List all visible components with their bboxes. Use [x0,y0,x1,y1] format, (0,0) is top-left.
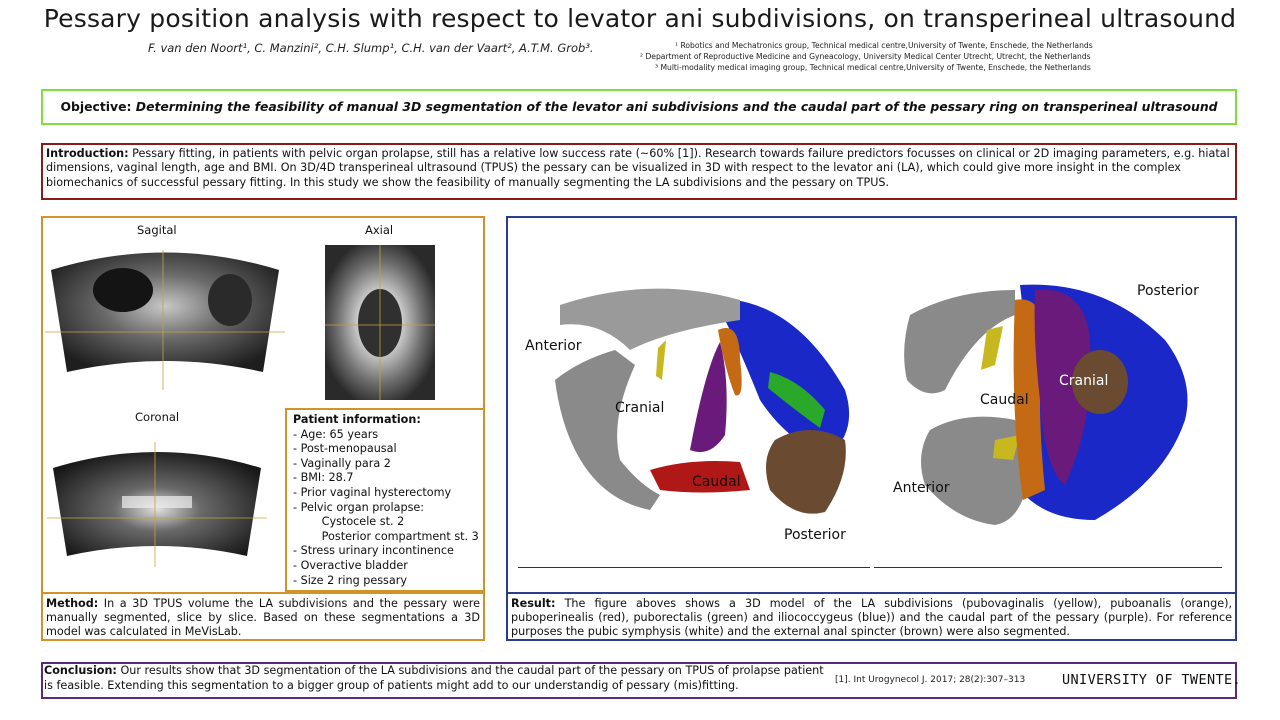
result-text: The figure aboves shows a 3D model of th… [511,597,1232,639]
patient-item: - Pelvic organ prolapse: [293,500,425,514]
patient-item: Posterior compartment st. 3 [311,529,479,543]
coronal-caption: Coronal [135,410,180,424]
patient-item: - BMI: 28.7 [293,471,354,485]
label-caudal-right: Caudal [980,392,1029,408]
coronal-ultrasound-image [47,442,267,567]
introduction-text: Pessary fitting, in patients with pelvic… [46,147,1230,189]
method-text: In a 3D TPUS volume the LA subdivisions … [46,597,481,639]
pubic-symphysis-shape [560,288,740,350]
affiliation-2: ² Department of Reproductive Medicine an… [640,52,1091,61]
patient-item: Cystocele st. 2 [311,515,405,529]
method-box: Method: In a 3D TPUS volume the LA subdi… [41,592,485,641]
model-3d-left [555,288,850,514]
author-list: F. van den Noort¹, C. Manzini², C.H. Slu… [148,41,594,55]
axial-caption: Axial [365,223,394,237]
poster-title: Pessary position analysis with respect t… [43,4,1237,33]
objective-text: Determining the feasibility of manual 3D… [135,99,1218,114]
pessary-shape [690,342,727,453]
pessary-shape [1034,289,1091,485]
pubic-symphysis-shape-2 [555,350,660,510]
label-posterior-left: Posterior [784,527,846,543]
anal-sphincter-shape [766,430,846,514]
sagital-caption: Sagital [137,223,177,237]
patient-information-box: Patient information: - Age: 65 years - P… [285,408,485,592]
label-cranial-right: Cranial [1059,373,1109,389]
pubovaginalis-shape [981,326,1003,370]
patient-item: - Post-menopausal [293,442,397,456]
university-logo: UNIVERSITY OF TWENTE. [1062,672,1242,688]
puboanalis-shape [718,328,742,396]
patient-item: - Age: 65 years [293,427,379,441]
label-posterior-right: Posterior [1137,283,1199,299]
label-cranial-left: Cranial [615,400,665,416]
result-divider-right [874,567,1222,568]
puborectalis-shape [768,372,825,428]
axial-ultrasound-image [325,245,435,400]
model-3d-right [904,284,1188,525]
patient-item: - Overactive bladder [293,558,408,572]
objective-label: Objective: [60,99,132,114]
conclusion-box [41,662,1237,699]
sagital-ultrasound-image [45,250,285,390]
introduction-box: Introduction: Pessary fitting, in patien… [41,143,1237,200]
result-box: Result: The figure aboves shows a 3D mod… [506,592,1237,641]
pubic-symphysis-shape-2 [921,416,1030,525]
introduction-label: Introduction: [46,147,129,160]
label-caudal-left: Caudal [692,474,741,490]
patient-heading: Patient information: [293,413,421,426]
pubovaginalis-shape [656,340,666,380]
label-anterior-right: Anterior [893,480,950,496]
affiliation-1: ¹ Robotics and Mechatronics group, Techn… [675,41,1093,50]
results-panel [506,216,1237,641]
puboperinealis-shape [650,461,750,493]
method-label: Method: [46,597,99,610]
patient-item: - Size 2 ring pessary [293,573,407,587]
pubic-symphysis-shape [904,290,1015,394]
patient-item: - Vaginally para 2 [293,456,391,470]
patient-item: - Stress urinary incontinence [293,544,454,558]
objective-box: Objective: Determining the feasibility o… [41,89,1237,125]
result-divider-left [518,567,870,568]
pubovaginalis-shape-2 [993,435,1020,460]
reference-text: [1]. Int Urogynecol J. 2017; 28(2):307–3… [835,675,1026,685]
conclusion-text: Our results show that 3D segmentation of… [44,664,824,692]
iliococcygeus-shape [725,300,850,455]
result-label: Result: [511,597,556,610]
label-anterior-left: Anterior [525,338,582,354]
patient-item: - Prior vaginal hysterectomy [293,485,452,499]
anal-sphincter-shape [1072,350,1128,414]
affiliations: ¹ Robotics and Mechatronics group, Techn… [640,40,1093,73]
affiliation-3: ³ Multi-modality medical imaging group, … [655,63,1091,72]
conclusion-content: Conclusion: Our results show that 3D seg… [44,664,824,693]
conclusion-label: Conclusion: [44,664,117,677]
